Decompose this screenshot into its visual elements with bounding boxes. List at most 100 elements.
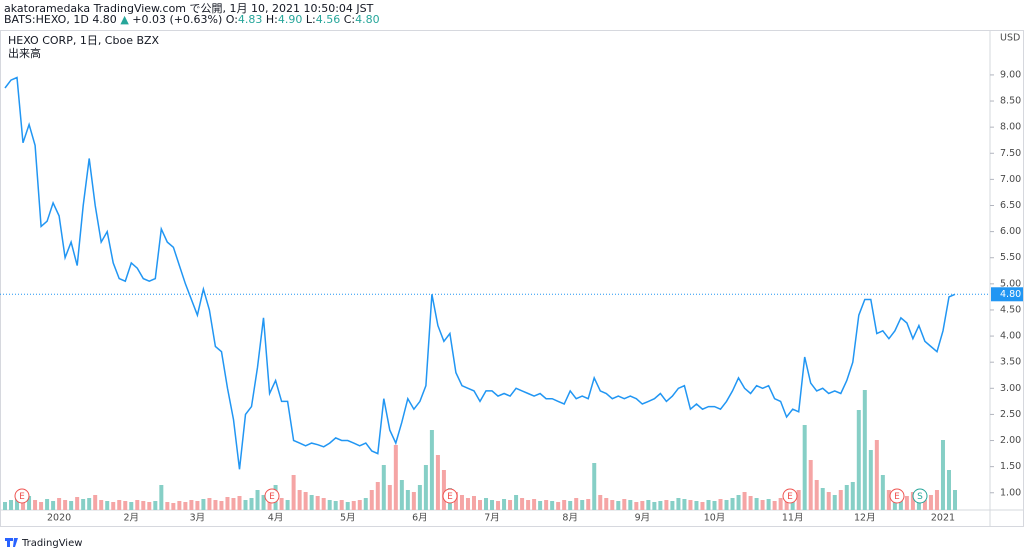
volume-bar	[315, 496, 320, 510]
volume-bar	[862, 390, 867, 510]
event-marker	[264, 488, 280, 504]
ohlc-value: 4.83	[238, 13, 263, 26]
volume-bar	[712, 501, 717, 510]
volume-bar	[117, 500, 122, 510]
volume-bar	[351, 501, 356, 510]
symbol: BATS:HEXO, 1D	[4, 13, 89, 26]
volume-bar	[213, 500, 218, 510]
y-tick-label: 3.00	[1000, 383, 1021, 394]
volume-bar	[225, 497, 230, 510]
volume-bar	[243, 500, 248, 510]
y-tick-label: 9.00	[1000, 69, 1021, 80]
y-tick-label: 4.00	[1000, 331, 1021, 342]
volume-bar	[532, 499, 537, 510]
x-tick-label: 6月	[412, 513, 428, 524]
x-tick-label: 2020	[47, 513, 71, 524]
ohlc-key: O:	[226, 13, 238, 26]
volume-bar	[953, 490, 957, 510]
volume-bar	[393, 445, 398, 510]
volume-bar	[718, 499, 723, 510]
volume-bar	[766, 499, 771, 510]
volume-bar	[748, 496, 753, 510]
volume-bar	[177, 501, 182, 510]
volume-bar	[291, 475, 296, 510]
volume-bar	[484, 498, 489, 510]
volume-bar	[760, 500, 765, 510]
volume-bar	[526, 500, 531, 510]
volume-bar	[598, 495, 603, 510]
volume-bar	[207, 498, 212, 510]
ohlc-key: H:	[266, 13, 278, 26]
event-marker	[442, 488, 458, 504]
volume-bar	[339, 500, 344, 510]
y-tick-label: 1.50	[1000, 461, 1021, 472]
ohlc-key: L:	[306, 13, 316, 26]
volume-bar	[63, 500, 68, 510]
volume-bar	[910, 492, 915, 510]
x-tick-label: 2021	[931, 513, 955, 524]
volume-bar	[423, 465, 428, 510]
event-label: E	[894, 492, 900, 502]
y-tick-label: 2.00	[1000, 435, 1021, 446]
volume-bar	[538, 501, 543, 510]
volume-bar	[57, 498, 62, 510]
volume-bar	[171, 503, 176, 510]
volume-bar	[826, 492, 831, 510]
volume-bar	[568, 501, 573, 510]
y-tick-label: 5.50	[1000, 252, 1021, 263]
x-tick-label: 12月	[854, 513, 876, 524]
x-tick-label: 10月	[704, 513, 726, 524]
volume-bar	[45, 499, 50, 510]
event-label: E	[269, 492, 275, 502]
volume-bar	[496, 501, 501, 510]
volume-bar	[441, 470, 446, 510]
event-marker	[14, 488, 30, 504]
volume-bar	[724, 500, 729, 510]
x-tick-label: 5月	[340, 513, 356, 524]
volume-bar	[502, 499, 507, 510]
event-label: S	[917, 492, 923, 502]
volume-bar	[658, 501, 663, 510]
volume-bar	[490, 500, 495, 510]
volume-bar	[357, 500, 362, 510]
y-tick-label: 2.50	[1000, 409, 1021, 420]
volume-bar	[231, 498, 236, 510]
volume-bar	[75, 497, 80, 510]
volume-bar	[928, 495, 933, 510]
volume-bar	[399, 480, 404, 510]
volume-bar	[646, 500, 651, 510]
event-marker	[889, 488, 905, 504]
event-marker	[912, 488, 928, 504]
volume-bar	[508, 500, 513, 510]
volume-bar	[838, 490, 843, 510]
volume-bar	[700, 502, 705, 510]
volume-bar	[33, 500, 38, 510]
volume-bar	[940, 440, 945, 510]
volume-bar	[3, 502, 7, 510]
volume-bar	[369, 490, 374, 510]
volume-bar	[562, 500, 567, 510]
volume-bar	[934, 490, 939, 510]
volume-bar	[279, 498, 284, 510]
volume-bar	[604, 498, 609, 510]
x-tick-label: 11月	[782, 513, 804, 524]
volume-bar	[165, 502, 170, 510]
volume-bar	[459, 495, 464, 510]
event-marker	[782, 488, 798, 504]
volume-bar	[309, 495, 314, 510]
volume-bar	[105, 501, 110, 510]
volume-bar	[676, 498, 681, 510]
event-label: E	[787, 492, 793, 502]
footer-logo	[5, 538, 18, 547]
ohlc-value: 4.80	[355, 13, 380, 26]
volume-bar	[327, 500, 332, 510]
volume-bar	[297, 490, 302, 510]
y-tick-label: 1.00	[1000, 487, 1021, 498]
last-price-badge	[991, 287, 1023, 302]
volume-bar	[688, 500, 693, 510]
volume-bar	[141, 501, 146, 510]
volume-bar	[628, 500, 633, 510]
x-tick-label: 4月	[268, 513, 284, 524]
volume-bar	[514, 495, 519, 510]
